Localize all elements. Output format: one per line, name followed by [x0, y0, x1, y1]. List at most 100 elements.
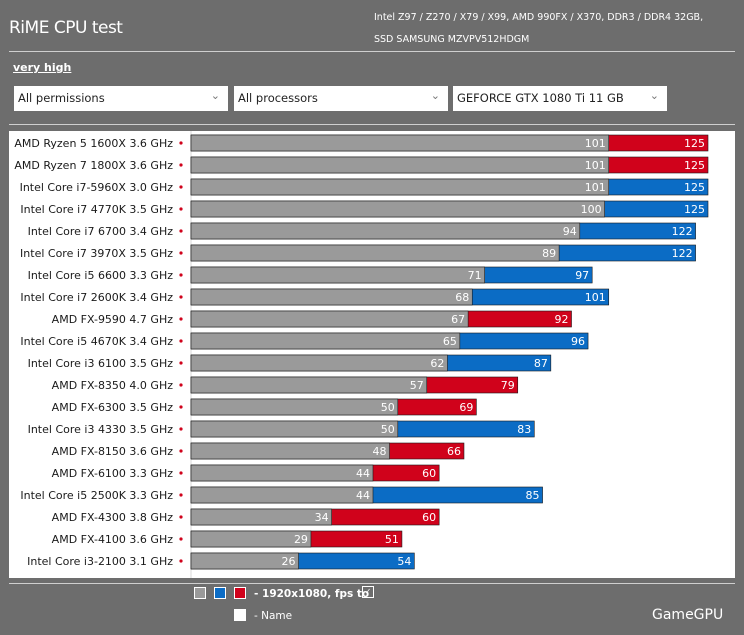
bar-low [190, 376, 428, 394]
checkbox-icon[interactable]: ✓ [362, 586, 374, 598]
legend-swatch-red[interactable] [234, 587, 246, 599]
category-label: AMD FX-9590 4.7 GHz [52, 313, 174, 326]
category-marker [179, 229, 183, 233]
bar-low [190, 156, 610, 174]
category-marker [179, 295, 183, 299]
chevron-down-icon: ⌄ [430, 89, 440, 102]
chevron-down-icon: ⌄ [649, 89, 659, 102]
bar-low [190, 288, 473, 306]
category-label: AMD FX-4100 3.6 GHz [52, 533, 174, 546]
value-label-high: 83 [517, 423, 531, 436]
value-label-low: 65 [443, 335, 457, 348]
value-label-low: 29 [294, 533, 308, 546]
category-marker [179, 383, 183, 387]
gpu-select[interactable]: GEFORCE GTX 1080 Ti 11 GB ⌄ [453, 86, 667, 111]
value-label-high: 125 [684, 203, 705, 216]
category-label: Intel Core i7-5960X 3.0 GHz [20, 181, 174, 194]
value-label-high: 101 [585, 291, 606, 304]
cpu-benchmark-chart: AMD Ryzen 5 1600X 3.6 GHz 125 101 AMD Ryzen… [14, 131, 709, 578]
legend-swatch-gray[interactable] [194, 587, 206, 599]
value-label-low: 89 [542, 247, 556, 260]
value-label-high: 79 [501, 379, 515, 392]
category-marker [179, 471, 183, 475]
legend-series-label: - 1920x1080, fps to [254, 588, 370, 600]
category-label: Intel Core i5 4670K 3.4 GHz [20, 335, 173, 348]
category-label: AMD FX-6100 3.3 GHz [52, 467, 174, 480]
category-label: Intel Core i3 6100 3.5 GHz [28, 357, 174, 370]
value-label-high: 60 [422, 511, 436, 524]
system-spec-line-1: Intel Z97 / Z270 / X79 / X99, AMD 990FX … [374, 12, 704, 23]
bar-low [190, 354, 448, 372]
category-marker [179, 559, 183, 563]
permissions-select-value: All permissions [18, 91, 105, 105]
value-label-high: 125 [684, 181, 705, 194]
divider [9, 124, 735, 125]
value-label-high: 87 [534, 357, 548, 370]
legend-swatch-blue[interactable] [214, 587, 226, 599]
value-label-low: 94 [563, 225, 577, 238]
category-marker [179, 361, 183, 365]
quality-link[interactable]: very high [13, 61, 72, 74]
value-label-high: 125 [684, 159, 705, 172]
value-label-low: 44 [356, 467, 370, 480]
category-label: Intel Core i5 6600 3.3 GHz [28, 269, 174, 282]
category-marker [179, 141, 183, 145]
category-marker [179, 207, 183, 211]
permissions-select[interactable]: All permissions ⌄ [14, 86, 228, 111]
legend-name-label: - Name [254, 610, 293, 622]
gpu-select-value: GEFORCE GTX 1080 Ti 11 GB [457, 91, 624, 105]
processors-select[interactable]: All processors ⌄ [234, 86, 448, 111]
value-label-high: 85 [526, 489, 540, 502]
value-label-high: 60 [422, 467, 436, 480]
value-label-low: 48 [373, 445, 387, 458]
value-label-high: 54 [397, 555, 411, 568]
value-label-low: 68 [455, 291, 469, 304]
bar-low [190, 222, 581, 240]
value-label-high: 125 [684, 137, 705, 150]
value-label-low: 34 [315, 511, 329, 524]
category-label: Intel Core i7 3970X 3.5 GHz [20, 247, 173, 260]
value-label-low: 62 [430, 357, 444, 370]
value-label-high: 92 [555, 313, 569, 326]
value-label-low: 100 [581, 203, 602, 216]
category-label: Intel Core i3 4330 3.5 GHz [28, 423, 174, 436]
value-label-low: 57 [410, 379, 424, 392]
value-label-low: 50 [381, 401, 395, 414]
category-label: AMD FX-6300 3.5 GHz [52, 401, 174, 414]
category-label: Intel Core i5 2500K 3.3 GHz [20, 489, 173, 502]
bar-low [190, 244, 560, 262]
category-marker [179, 251, 183, 255]
category-label: AMD FX-8350 4.0 GHz [52, 379, 174, 392]
value-label-low: 44 [356, 489, 370, 502]
category-label: AMD FX-4300 3.8 GHz [52, 511, 174, 524]
bar-low [190, 178, 610, 196]
value-label-low: 26 [282, 555, 296, 568]
category-label: Intel Core i7 4770K 3.5 GHz [20, 203, 173, 216]
value-label-low: 101 [585, 159, 606, 172]
value-label-high: 51 [385, 533, 399, 546]
value-label-high: 122 [672, 247, 693, 260]
bar-low [190, 530, 312, 548]
legend-swatch-white[interactable] [234, 609, 246, 621]
bar-low [190, 464, 374, 482]
value-label-high: 96 [571, 335, 585, 348]
brand-logo: GameGPU [652, 607, 724, 623]
bar-low [190, 508, 332, 526]
system-spec-line-2: SSD SAMSUNG MZVPV512HDGM [374, 34, 530, 45]
value-label-low: 67 [451, 313, 465, 326]
category-marker [179, 405, 183, 409]
chevron-down-icon: ⌄ [210, 89, 220, 102]
value-label-high: 69 [459, 401, 473, 414]
value-label-high: 66 [447, 445, 461, 458]
bar-low [190, 266, 485, 284]
bar-low [190, 442, 390, 460]
category-marker [179, 537, 183, 541]
category-label: AMD Ryzen 5 1600X 3.6 GHz [14, 137, 173, 150]
category-marker [179, 273, 183, 277]
value-label-low: 101 [585, 137, 606, 150]
category-marker [179, 339, 183, 343]
page-title: RiME CPU test [9, 18, 123, 38]
category-marker [179, 163, 183, 167]
bar-low [190, 332, 461, 350]
category-label: Intel Core i7 6700 3.4 GHz [28, 225, 174, 238]
